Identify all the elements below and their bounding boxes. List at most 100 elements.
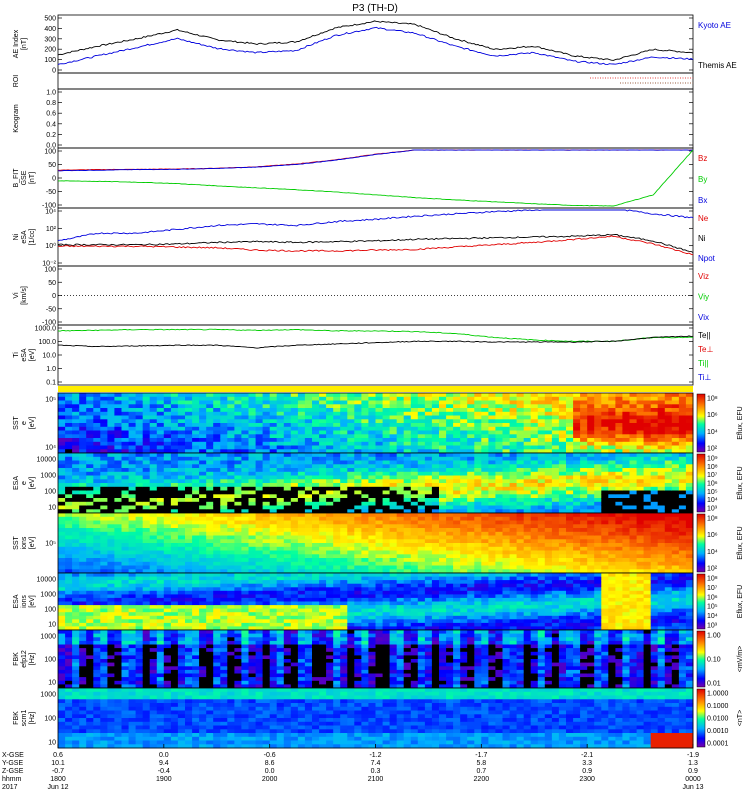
- y-tick-label: 100: [44, 657, 56, 664]
- axis-row-value: 10.1: [51, 760, 65, 767]
- y-tick-label: 50: [48, 280, 56, 287]
- colorbar-tick: 10⁴: [707, 549, 718, 556]
- spectrogram-ylabel: [Hz]: [29, 653, 36, 666]
- panel-ylabel: [nT]: [29, 172, 36, 184]
- x-axis-annotation: X-GSE 0.6 0.0 -0.6 -1.2 -1.7 -2.1 -1.9 Y-GSE 10.1…: [2, 744, 704, 791]
- series-bx: [57, 149, 693, 172]
- legend-entry: Viz: [698, 272, 709, 281]
- y-tick-label: 10²: [46, 226, 57, 233]
- axis-row-label: Z-GSE: [2, 768, 24, 775]
- colorbar-tick: 0.0100: [707, 716, 729, 723]
- series-npot: [57, 209, 694, 241]
- panel-ylabel: [nT]: [21, 38, 28, 50]
- y-tick-label: 100.0: [38, 339, 56, 346]
- y-tick-label: 1000: [40, 473, 56, 480]
- panel-frame: [57, 72, 694, 90]
- colorbar-tick: 10³: [707, 623, 718, 630]
- spectrogram-fbk-e: FBK efp12 [Hz] 1000 100 10 1.00 0.10 0.01 <mV/m>: [13, 629, 744, 689]
- axis-row-value: 0.0: [265, 768, 275, 775]
- y-tick-label: -100: [42, 320, 56, 327]
- y-tick-label: 10: [48, 505, 56, 512]
- legend-entry: Ti||: [698, 359, 709, 368]
- colorbar-tick: 1.00: [707, 633, 721, 640]
- legend-entry: Npot: [698, 254, 716, 263]
- colorbar-tick: 10⁷: [707, 585, 718, 592]
- colorbar: [696, 393, 706, 453]
- y-tick-label: 200: [44, 47, 56, 54]
- colorbar-tick: 10³: [707, 506, 718, 513]
- y-tick-label: 0: [52, 68, 56, 75]
- colorbar-label: Eflux, EFU: [737, 406, 744, 439]
- y-tick-label: 0.1: [46, 380, 56, 387]
- colorbar-tick: 10⁶: [707, 532, 718, 539]
- colorbar-tick: 0.1000: [707, 703, 729, 710]
- y-tick-label: 10: [48, 680, 56, 687]
- spectrogram-ylabel: ions: [21, 595, 28, 608]
- spectrogram-esa-i: ESA ions [eV] 10000 1000 100 10 10⁸ 10⁷ 10⁶ 10⁵ 10⁴…: [13, 572, 744, 631]
- y-tick-label: 10.0: [42, 353, 56, 360]
- axis-row-value: -0.4: [158, 768, 170, 775]
- series-bz: [57, 149, 694, 171]
- legend-entry: Vix: [698, 313, 709, 322]
- axis-row-value: -2.1: [581, 752, 593, 759]
- axis-row-value: 0000: [685, 776, 701, 783]
- spectrogram-ylabel: ions: [21, 536, 28, 549]
- axis-row-value: Jun 12: [47, 784, 68, 791]
- axis-row-label: Y-GSE: [2, 760, 23, 767]
- axis-row-value: Jun 13: [682, 784, 703, 791]
- legend-entry: Kyoto AE: [698, 21, 731, 30]
- axis-row-value: 3.3: [582, 760, 592, 767]
- y-tick-label: 10: [48, 622, 56, 629]
- panel-keogram: Keogram 1.0 0.8 0.6 0.4 0.2 0.0: [13, 88, 694, 150]
- colorbar-tick: 0.0010: [707, 728, 729, 735]
- axis-row-value: -0.6: [264, 752, 276, 759]
- panel-ylabel: [1/cc]: [29, 229, 36, 246]
- colorbar-tick: 10⁹: [707, 456, 718, 463]
- axis-row-value: 9.4: [159, 760, 169, 767]
- panel-vi: Vi [km/s] 100 50 0 -50 -100 Viz Viy Vix: [13, 265, 709, 327]
- panel-frame: [57, 207, 694, 267]
- y-tick-label: 10⁴: [45, 445, 56, 452]
- axis-row-value: -1.9: [687, 752, 699, 759]
- y-tick-label: 500: [44, 16, 56, 23]
- panel-ylabel: [km/s]: [21, 286, 28, 305]
- y-tick-label: 1.0: [46, 366, 56, 373]
- colorbar-tick: 10⁵: [707, 489, 718, 496]
- y-tick-label: 0.6: [46, 111, 56, 118]
- y-tick-label: 0: [52, 176, 56, 183]
- axis-row-value: 2200: [474, 776, 490, 783]
- spectrogram-ylabel: FBK: [13, 652, 20, 666]
- legend-entry: Ne: [698, 214, 709, 223]
- axis-row-value: 2300: [579, 776, 595, 783]
- y-tick-label: 300: [44, 36, 56, 43]
- colorbar-label: <nT>: [737, 710, 744, 726]
- colorbar: [696, 513, 706, 573]
- axis-row-value: 0.7: [476, 768, 486, 775]
- axis-row-value: 1900: [156, 776, 172, 783]
- axis-row-value: 0.6: [53, 752, 63, 759]
- spectrogram-ylabel: efp12: [21, 650, 28, 668]
- colorbar-tick: 10²: [707, 566, 718, 573]
- spectrogram-ylabel: scm1: [21, 710, 28, 727]
- axis-row-value: 1800: [50, 776, 66, 783]
- y-tick-label: 10000: [37, 577, 57, 584]
- legend-entry: Ni: [698, 234, 706, 243]
- axis-row-value: 8.6: [265, 760, 275, 767]
- spectrogram-ylabel: ESA: [13, 594, 20, 608]
- axis-row-value: 1.3: [688, 760, 698, 767]
- y-tick-label: 1000: [40, 592, 56, 599]
- colorbar-tick: 10⁶: [707, 594, 718, 601]
- panel-bfit: B_FIT GSE [nT] 100 50 0 -50 -100 Bz By Bx: [13, 147, 707, 210]
- colorbar-tick: 10⁶: [707, 481, 718, 488]
- axis-row-value: 0.0: [159, 752, 169, 759]
- colorbar-label: Eflux, EFU: [737, 466, 744, 499]
- colorbar-tick: 10⁴: [707, 429, 718, 436]
- axis-row-label: X-GSE: [2, 752, 24, 759]
- axis-row-label: 2017: [2, 784, 18, 791]
- panel-ylabel: Ni: [13, 233, 20, 240]
- spectrogram-sst-e: SST e [eV] 10⁵ 10⁴ 10⁸ 10⁶ 10⁴ 10² Eflux, EFU: [13, 392, 744, 454]
- legend-entry: Bx: [698, 196, 707, 205]
- series-lines: [57, 20, 694, 349]
- y-tick-label: 0.2: [46, 132, 56, 139]
- series-kyotoae: [57, 26, 694, 66]
